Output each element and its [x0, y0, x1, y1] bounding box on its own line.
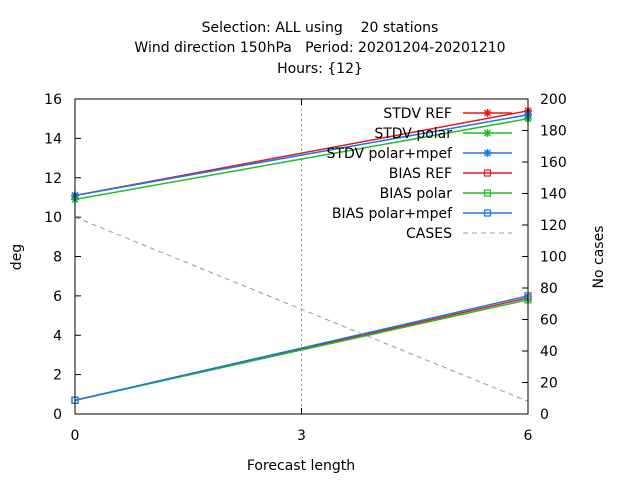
y2-tick-label: 60 [540, 313, 558, 329]
chart-title-line-2: Wind direction 150hPa Period: 20201204-2… [134, 40, 506, 56]
axis-ticks: 0 3 60246810121416020406080100120140160180… [44, 92, 567, 444]
series-line [74, 117, 529, 201]
square-marker [483, 209, 492, 217]
y-axis-label: deg [9, 244, 25, 270]
legend-label: BIAS polar [380, 186, 453, 202]
chart-title-line-3: Hours: {12} [277, 61, 363, 77]
square-marker [483, 189, 492, 197]
series-line [74, 216, 529, 402]
star-marker [483, 109, 492, 117]
y2-tick-label: 20 [540, 376, 558, 392]
y-tick-label: 4 [53, 328, 62, 344]
legend-label: STDV REF [383, 106, 452, 122]
y-tick-label: 12 [44, 171, 62, 187]
y2-tick-label: 180 [540, 124, 567, 140]
y2-tick-label: 120 [540, 218, 567, 234]
y2-tick-label: 80 [540, 281, 558, 297]
y2-tick-label: 160 [540, 155, 567, 171]
y-tick-label: 14 [44, 131, 62, 147]
legend-label: BIAS polar+mpef [332, 206, 453, 222]
y-tick-label: 2 [53, 368, 62, 384]
x-tick-label: 6 [524, 428, 533, 444]
y-tick-label: 16 [44, 92, 62, 108]
square-marker [483, 169, 492, 177]
y2-tick-label: 0 [540, 407, 549, 423]
y2-tick-label: 140 [540, 187, 567, 203]
x-tick-label: 0 [71, 428, 80, 444]
y-tick-label: 0 [53, 407, 62, 423]
plot-frame [74, 98, 529, 415]
y-tick-label: 10 [44, 210, 62, 226]
chart-title-line-1: Selection: ALL using 20 stations [201, 20, 439, 36]
star-marker [483, 129, 492, 137]
series-line [74, 114, 529, 197]
x-tick-label: 3 [297, 428, 306, 444]
series-line [74, 295, 529, 401]
y-tick-label: 6 [53, 289, 62, 305]
legend: STDV REF STDV polar STDV polar+mpef BIAS RE… [327, 106, 512, 242]
legend-label: STDV polar [374, 126, 452, 142]
series-lines [71, 106, 532, 404]
y-tick-label: 8 [53, 250, 62, 266]
star-marker [483, 149, 492, 157]
x-axis-label: Forecast length [247, 458, 355, 474]
y2-tick-label: 40 [540, 344, 558, 360]
legend-label: CASES [406, 226, 452, 242]
y2-axis-label: No cases [591, 226, 607, 289]
legend-label: STDV polar+mpef [327, 146, 454, 162]
y2-tick-label: 200 [540, 92, 567, 108]
legend-label: BIAS REF [389, 166, 452, 182]
y2-tick-label: 100 [540, 250, 567, 266]
